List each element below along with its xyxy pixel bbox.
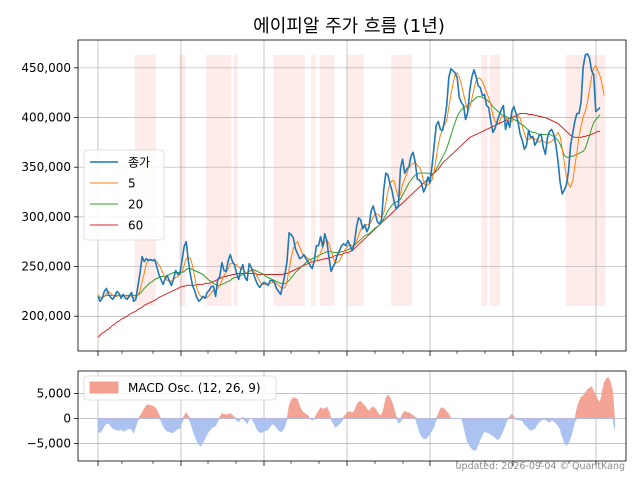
highlight-band (346, 55, 364, 306)
chart-title: 에이피알 주가 흐름 (1년) (253, 16, 445, 37)
price-y-tick-label: 450,000 (21, 61, 71, 75)
watermark-text: updated: 2026-09-04 © QuantKang (456, 461, 625, 472)
macd-y-tick-label: 5,000 (37, 387, 71, 401)
highlight-band (233, 55, 238, 306)
price-y-tick-label: 300,000 (21, 210, 71, 224)
macd-panel-frame (77, 370, 627, 462)
highlight-band (391, 55, 412, 306)
highlight-band (206, 55, 232, 306)
legend-label-ma60-line: 60 (128, 219, 143, 233)
highlight-band (311, 55, 316, 306)
price-panel-series (97, 53, 605, 338)
macd-panel-y-ticks: −5,000 0 5,000 (27, 387, 78, 451)
price-panel-legend: 종가 5 20 60 (83, 149, 165, 241)
highlight-band (273, 55, 305, 306)
macd-panel-legend: MACD Osc. (12, 26, 9) (83, 375, 277, 401)
price-panel-highlight-bands (134, 55, 606, 306)
macd-legend-swatch (89, 381, 119, 394)
macd-legend-box (83, 375, 277, 401)
highlight-band (178, 55, 186, 306)
price-panel-frame (77, 39, 627, 352)
legend-label-close-price-line: 종가 (128, 156, 150, 170)
highlight-band (565, 55, 606, 306)
price-y-tick-label: 350,000 (21, 160, 71, 174)
macd-panel-x-ticks (97, 461, 597, 466)
price-panel-x-ticks (97, 351, 597, 356)
macd-negative-area (97, 418, 615, 451)
close-price-line (97, 53, 601, 303)
highlight-band (489, 55, 501, 306)
legend-label-ma5-line: 5 (128, 177, 136, 191)
macd-y-tick-label: −5,000 (27, 437, 71, 451)
price-y-tick-label: 400,000 (21, 111, 71, 125)
price-panel-y-ticks: 200,000 250,000 300,000 350,000 400,000 450,0… (21, 61, 78, 323)
highlight-band (481, 55, 488, 306)
legend-box (83, 149, 165, 241)
macd-legend-label: MACD Osc. (12, 26, 9) (128, 381, 261, 395)
price-y-tick-label: 200,000 (21, 309, 71, 323)
price-y-tick-label: 250,000 (21, 260, 71, 274)
legend-label-ma20-line: 20 (128, 198, 143, 212)
ma5-line (97, 65, 605, 299)
macd-panel-series (97, 377, 615, 451)
macd-y-tick-label: 0 (63, 412, 71, 426)
